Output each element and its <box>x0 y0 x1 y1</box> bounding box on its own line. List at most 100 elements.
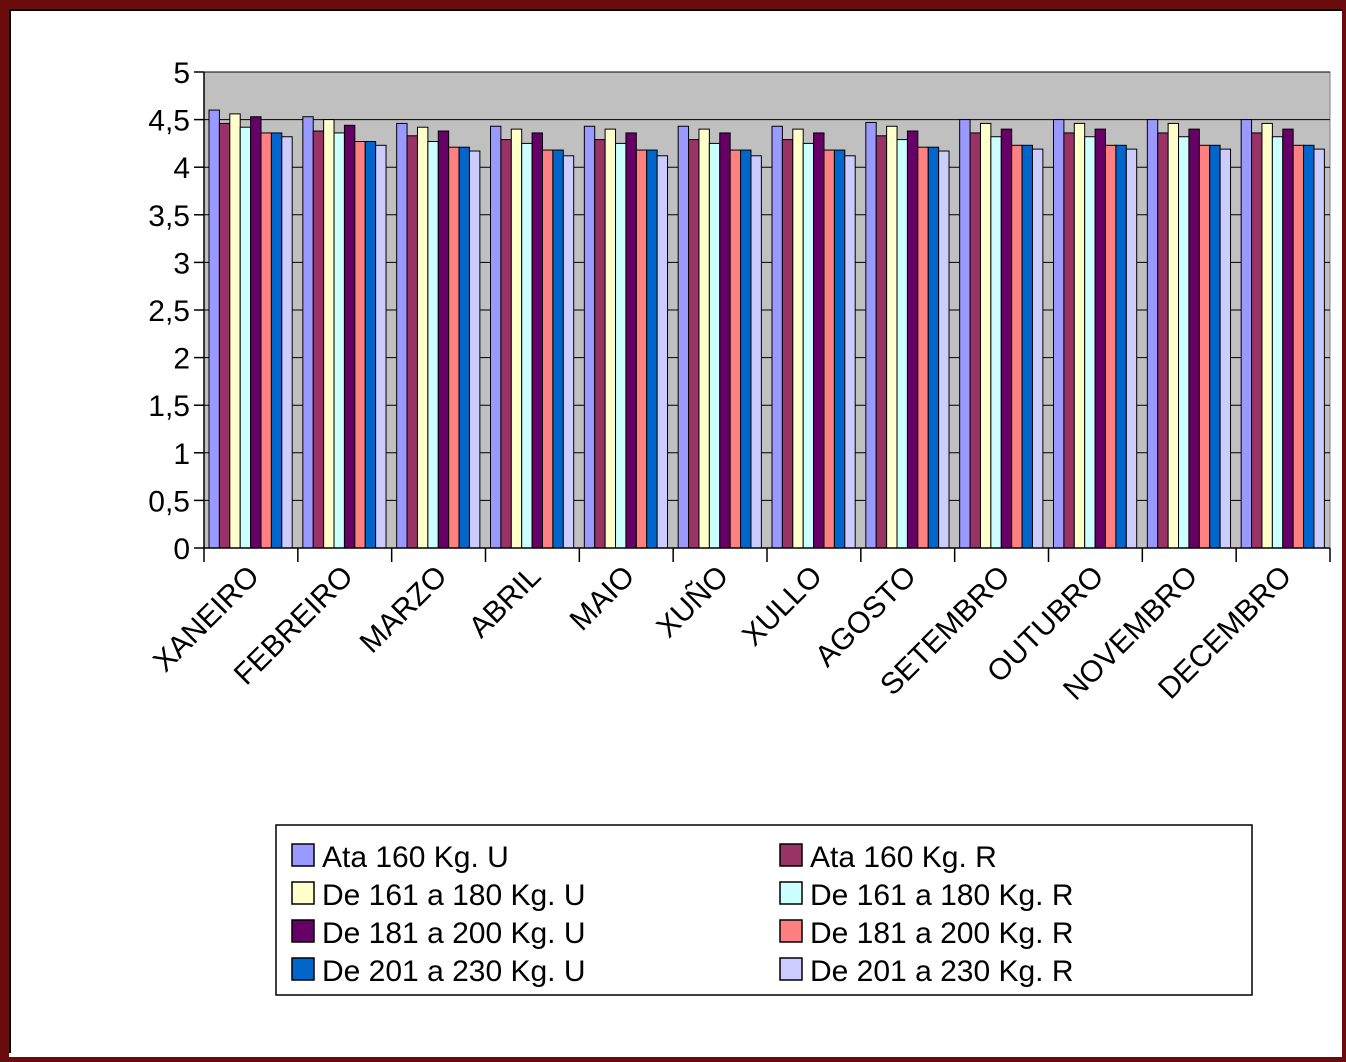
bar <box>1303 144 1315 549</box>
bar <box>1261 122 1273 549</box>
bar <box>594 139 606 549</box>
bar <box>959 119 971 549</box>
bar <box>500 139 512 549</box>
bar <box>635 149 648 549</box>
legend-label: Ata 160 Kg. U <box>322 841 509 874</box>
bar <box>781 139 794 549</box>
bar <box>490 125 502 549</box>
x-category-label: MARZO <box>354 560 454 660</box>
y-tick-label: 3 <box>173 247 190 280</box>
bar <box>927 146 940 549</box>
bar <box>1073 122 1086 549</box>
bar <box>270 132 283 549</box>
bar <box>1157 132 1169 549</box>
legend-label: De 181 a 200 Kg. U <box>322 917 586 950</box>
bar <box>990 136 1002 549</box>
legend-swatch <box>291 957 315 981</box>
bar <box>615 142 627 549</box>
bar <box>1021 144 1033 549</box>
bar <box>1178 136 1190 549</box>
bar <box>604 128 617 549</box>
x-category-label: MAIO <box>564 560 642 638</box>
legend-label: De 161 a 180 Kg. R <box>810 879 1074 912</box>
legend-swatch <box>779 957 803 981</box>
bar <box>1115 144 1127 549</box>
bar <box>1125 148 1138 549</box>
bar <box>1031 148 1044 549</box>
bar <box>239 126 252 549</box>
bar <box>1219 148 1232 549</box>
bar <box>1198 144 1211 549</box>
y-tick-label: 0,5 <box>148 485 190 518</box>
bar <box>1011 144 1023 549</box>
bar <box>688 139 700 549</box>
legend-label: De 181 a 200 Kg. R <box>810 917 1074 950</box>
bar <box>1188 128 1200 549</box>
bar <box>917 146 929 549</box>
legend-label: Ata 160 Kg. R <box>810 841 997 874</box>
bar <box>813 132 825 549</box>
bar <box>312 130 325 549</box>
bar <box>406 135 418 549</box>
bar <box>302 116 314 549</box>
bar <box>1167 122 1180 549</box>
bar <box>396 122 408 549</box>
bar <box>802 142 815 549</box>
legend-label: De 161 a 180 Kg. U <box>322 879 586 912</box>
legend-box <box>275 824 1253 996</box>
bar <box>1094 128 1106 549</box>
bar <box>250 116 262 549</box>
bar <box>375 144 387 549</box>
bar <box>979 122 992 549</box>
axes <box>194 71 1331 562</box>
bar <box>1271 136 1284 549</box>
bar <box>1240 119 1253 549</box>
bar <box>729 149 742 549</box>
legend-swatch <box>291 881 315 905</box>
bar <box>698 128 710 549</box>
bar <box>468 150 481 549</box>
bar <box>1105 144 1117 549</box>
y-tick-label: 5 <box>173 57 190 90</box>
legend-swatch <box>779 881 803 905</box>
bar <box>844 155 856 549</box>
x-category-label: XULLO <box>736 560 829 653</box>
bar <box>542 149 554 549</box>
bars <box>208 109 1325 549</box>
bar <box>1292 144 1305 549</box>
bar <box>646 149 658 549</box>
bar <box>740 149 752 549</box>
bar <box>208 109 220 549</box>
bar <box>448 146 460 549</box>
bar <box>1084 136 1096 549</box>
bar <box>333 132 345 549</box>
bar <box>896 139 908 549</box>
bar <box>886 125 898 549</box>
bar <box>510 128 523 549</box>
bar <box>364 141 377 549</box>
bar <box>656 155 669 549</box>
bar <box>750 155 762 549</box>
bar <box>875 135 888 549</box>
x-category-label: ABRIL <box>463 560 548 645</box>
legend-label: De 201 a 230 Kg. U <box>322 955 586 988</box>
y-tick-label: 4 <box>173 152 190 185</box>
y-tick-label: 3,5 <box>148 200 190 233</box>
x-category-label: XUÑO <box>650 559 735 644</box>
bar <box>969 132 981 549</box>
bar <box>437 130 450 549</box>
bar <box>833 149 846 549</box>
legend-swatch <box>291 919 315 943</box>
bar <box>531 132 543 549</box>
bar <box>792 128 804 549</box>
bar <box>938 150 950 549</box>
bar <box>1063 132 1075 549</box>
bar <box>218 122 231 549</box>
bar <box>708 142 721 549</box>
legend-swatch <box>779 843 803 867</box>
bar <box>1313 148 1325 549</box>
bar <box>906 130 919 549</box>
bar <box>1000 128 1013 549</box>
bar <box>260 132 272 549</box>
